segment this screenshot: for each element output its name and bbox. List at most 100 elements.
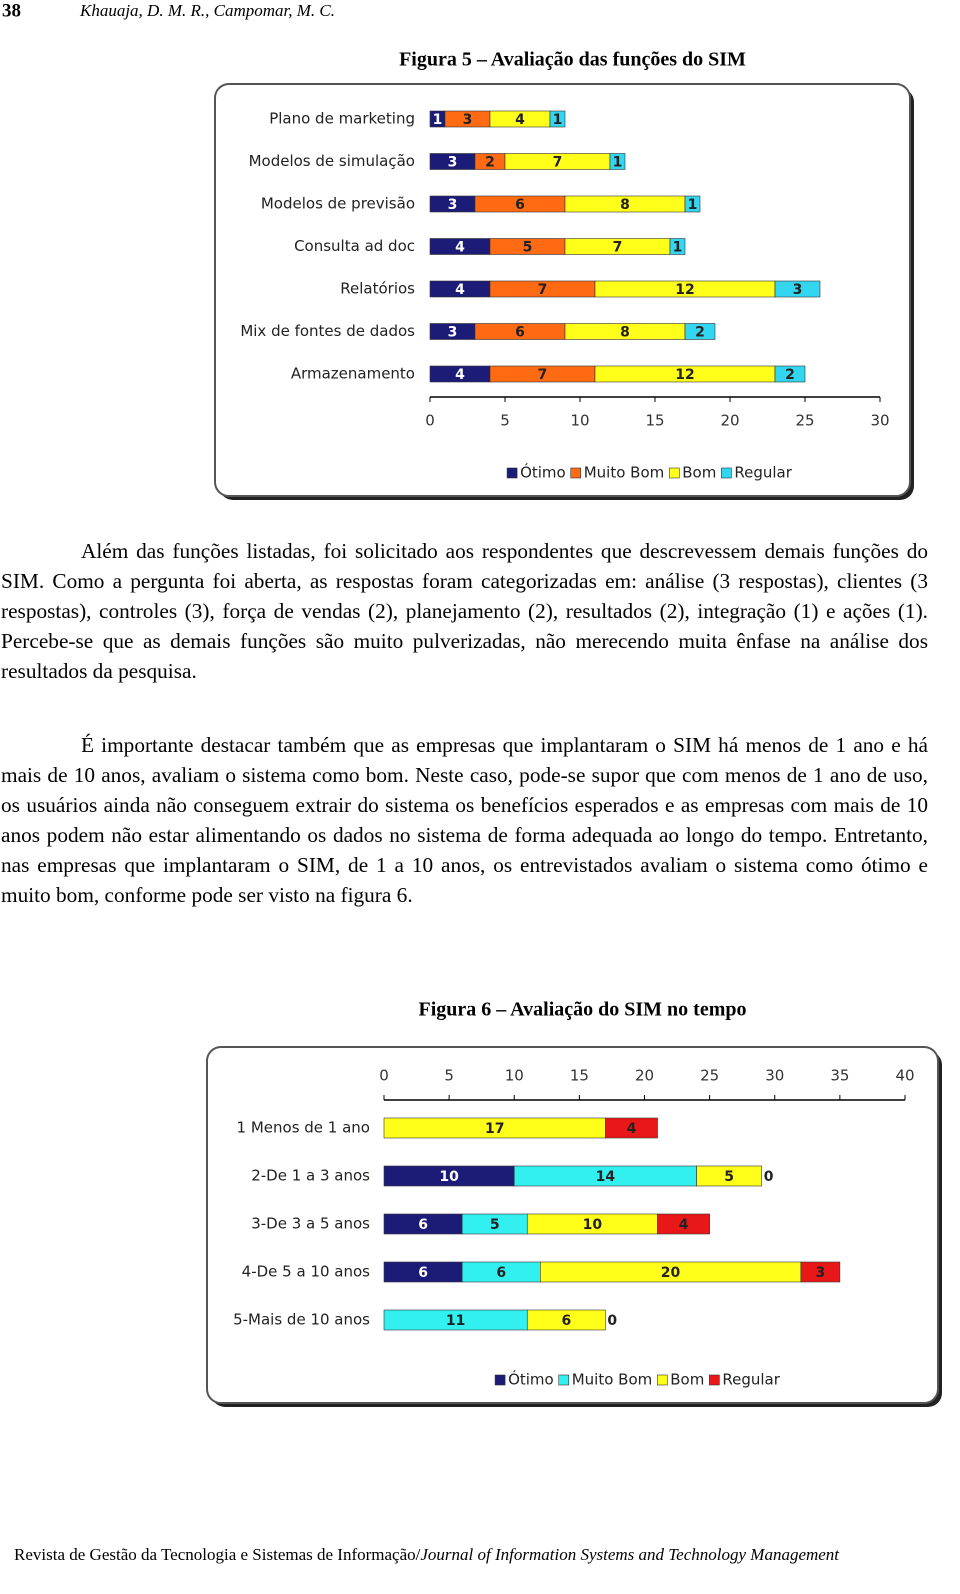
x-tick-label: 15: [570, 1067, 589, 1085]
value-label: 6: [496, 1265, 506, 1281]
x-tick-label: 20: [720, 412, 739, 430]
category-label: 1 Menos de 1 ano: [237, 1119, 370, 1137]
x-tick-label: 10: [570, 412, 589, 430]
value-label: 11: [446, 1313, 465, 1329]
bar-segment: [609, 153, 626, 170]
bar-segment: [774, 365, 806, 383]
value-label: 4: [455, 240, 465, 256]
bar-segment: [657, 1213, 710, 1235]
legend-swatch: [721, 467, 732, 479]
value-label: 20: [661, 1265, 681, 1281]
value-label: 5: [490, 1217, 500, 1233]
value-label: 2: [695, 325, 705, 341]
value-label: 3: [815, 1265, 825, 1281]
value-label: 6: [418, 1217, 428, 1233]
value-label: 17: [485, 1121, 504, 1137]
legend-swatch: [506, 467, 518, 479]
x-tick-label: 15: [645, 412, 664, 430]
category-label: Consulta ad doc: [294, 237, 415, 255]
legend-label: Muito Bom: [572, 1371, 653, 1389]
value-label: 7: [613, 240, 623, 256]
x-tick-label: 10: [505, 1067, 524, 1085]
value-label: 2: [785, 367, 795, 383]
value-label: 7: [553, 155, 563, 171]
value-label: 4: [455, 367, 465, 383]
running-head: Khauaja, D. M. R., Campomar, M. C.: [79, 1, 335, 20]
legend-label: Bom: [670, 1371, 704, 1389]
category-label: Relatórios: [340, 280, 415, 298]
journal: Revista de Gestão da Tecnologia e Sistem…: [14, 1545, 421, 1564]
value-label: 8: [620, 197, 630, 213]
value-label: 4: [679, 1217, 689, 1233]
legend-label: Ótimo: [508, 1370, 554, 1389]
x-tick-label: 30: [765, 1067, 784, 1085]
legend-label: Regular: [734, 464, 792, 482]
value-label: 6: [515, 325, 525, 341]
value-label: 3: [793, 282, 803, 298]
x-tick-label: 5: [500, 412, 510, 430]
category-label: Armazenamento: [291, 365, 415, 383]
value-label: 0: [607, 1313, 617, 1329]
value-label: 1: [553, 112, 563, 128]
value-label: 5: [523, 240, 533, 256]
category-label: 2-De 1 a 3 anos: [251, 1167, 370, 1185]
value-label: 3: [448, 197, 458, 213]
bar-segment: [684, 323, 716, 340]
value-label: 6: [561, 1313, 571, 1329]
category-label: 4-De 5 a 10 anos: [242, 1263, 371, 1281]
bar-segment: [549, 110, 566, 128]
value-label: 8: [620, 325, 630, 341]
value-label: 1: [688, 197, 698, 213]
legend-swatch: [494, 1374, 506, 1386]
value-label: 14: [596, 1169, 616, 1185]
value-label: 6: [418, 1265, 428, 1281]
x-tick-label: 30: [870, 412, 889, 430]
value-label: 3: [448, 155, 458, 171]
value-label: 4: [455, 282, 465, 298]
value-label: 7: [538, 367, 548, 383]
value-label: 10: [583, 1217, 603, 1233]
value-label: 12: [675, 367, 694, 383]
value-label: 12: [675, 282, 694, 298]
x-tick-label: 5: [444, 1067, 454, 1085]
x-tick-label: 40: [895, 1067, 914, 1085]
x-tick-label: 35: [830, 1067, 849, 1085]
value-label: 10: [439, 1169, 459, 1185]
x-tick-label: 0: [425, 412, 435, 430]
legend-swatch: [709, 1374, 720, 1386]
bar-segment: [669, 238, 686, 255]
bar-segment: [605, 1117, 658, 1139]
x-tick-label: 20: [635, 1067, 654, 1085]
value-label: 7: [538, 282, 548, 298]
bar-segment: [526, 1309, 606, 1331]
value-label: 4: [515, 112, 525, 128]
bar-segment: [774, 280, 821, 298]
bar-segment: [684, 195, 701, 213]
category-label: 3-De 3 a 5 anos: [251, 1215, 370, 1233]
footer: Revista de Gestão da Tecnologia e Sistem…: [14, 1545, 840, 1564]
value-label: 3: [463, 112, 473, 128]
x-tick-label: 25: [795, 412, 814, 430]
legend-label: Regular: [722, 1371, 780, 1389]
legend-swatch: [558, 1374, 570, 1386]
paragraph: É importante destacar também que as empr…: [1, 733, 928, 907]
x-tick-label: 25: [700, 1067, 719, 1085]
legend-swatch: [668, 467, 680, 479]
value-label: 3: [448, 325, 458, 341]
bar-segment: [696, 1165, 763, 1187]
legend-label: Ótimo: [520, 463, 566, 482]
category-label: Mix de fontes de dados: [240, 322, 415, 340]
value-label: 2: [485, 155, 495, 171]
value-label: 5: [724, 1169, 734, 1185]
chart-title: Figura 5 – Avaliação das funções do SIM: [399, 49, 746, 71]
value-label: 0: [764, 1169, 774, 1185]
legend-swatch: [656, 1374, 668, 1386]
category-label: Plano de marketing: [269, 110, 415, 128]
category-label: 5-Mais de 10 anos: [233, 1311, 370, 1329]
value-label: 1: [613, 155, 623, 171]
bar-segment: [800, 1261, 841, 1283]
value-label: 4: [627, 1121, 637, 1137]
journal-en: Journal of Information Systems and Techn…: [420, 1545, 840, 1564]
value-label: 6: [515, 197, 525, 213]
